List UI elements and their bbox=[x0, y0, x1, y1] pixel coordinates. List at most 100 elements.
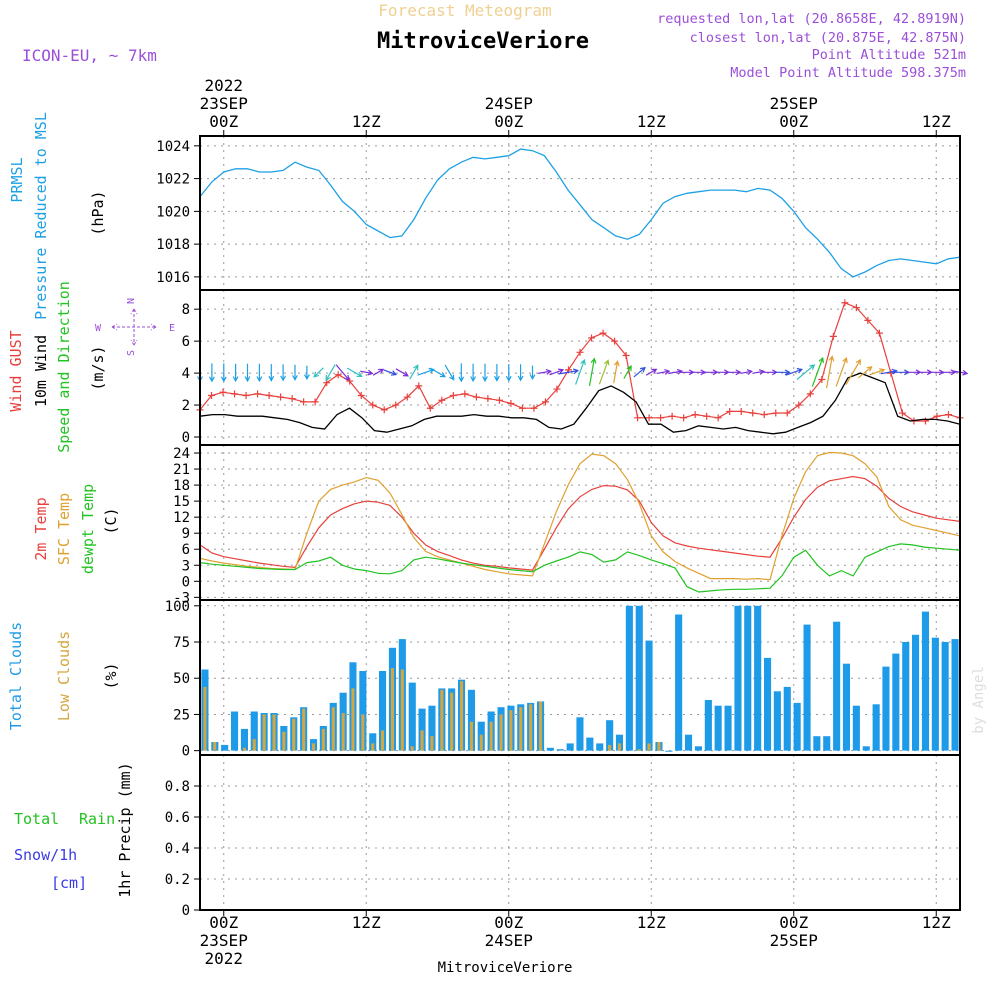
total-cloud-bar bbox=[921, 611, 929, 751]
direction-label: Speed and Direction bbox=[55, 281, 73, 453]
wind-unit: (m/s) bbox=[89, 345, 107, 390]
gust-point bbox=[921, 417, 929, 425]
low-cloud-bar bbox=[430, 736, 434, 751]
wind-arrow bbox=[470, 363, 477, 383]
compass-n: N bbox=[126, 298, 137, 304]
sfc-temp-label: SFC Temp bbox=[55, 493, 73, 565]
ytick-label: 50 bbox=[173, 671, 190, 687]
gust-point bbox=[288, 395, 296, 403]
gust-point bbox=[714, 414, 722, 422]
gust-point bbox=[449, 391, 457, 399]
wind-line bbox=[199, 372, 961, 435]
wind-arrow bbox=[444, 364, 455, 381]
header: Forecast Meteogram MitroviceVeriore ICON… bbox=[22, 1, 987, 976]
wind-arrow bbox=[826, 355, 835, 389]
wind-arrow bbox=[220, 363, 227, 383]
gust-point bbox=[944, 411, 952, 419]
wind-arrow bbox=[429, 367, 446, 378]
wind-arrow bbox=[588, 357, 597, 387]
gust-point bbox=[576, 348, 584, 356]
total-cloud-bar bbox=[546, 747, 554, 751]
time-top-label: 00Z bbox=[494, 112, 523, 131]
temp2m-label: 2m Temp bbox=[32, 497, 50, 560]
model-altitude: Model Point Altitude 598.375m bbox=[730, 65, 966, 81]
closest-coords: closest lon,lat (20.875E, 42.875N) bbox=[690, 30, 966, 46]
gust-point bbox=[507, 399, 515, 407]
wind-arrow bbox=[704, 369, 719, 376]
wind-arrow bbox=[835, 356, 848, 387]
ytick-label: 1024 bbox=[156, 139, 190, 155]
time-bottom-label: 12Z bbox=[637, 913, 666, 932]
gust-point bbox=[772, 409, 780, 417]
total-cloud-bar bbox=[931, 637, 939, 751]
time-bottom-label: 12Z bbox=[922, 913, 951, 932]
time-bottom-label: 2022 bbox=[204, 949, 243, 968]
total-cloud-bar bbox=[754, 605, 762, 751]
low-cloud-bar bbox=[381, 730, 385, 751]
low-cloud-bar bbox=[617, 743, 621, 751]
gust-point bbox=[795, 401, 803, 409]
total-cloud-bar bbox=[576, 717, 584, 751]
panel-frame bbox=[199, 135, 961, 291]
ytick-label: 21 bbox=[173, 462, 190, 478]
total-cloud-bar bbox=[902, 642, 910, 751]
wind-arrow bbox=[292, 364, 298, 382]
time-top-label: 24SEP bbox=[485, 94, 533, 113]
total-cloud-bar bbox=[240, 728, 248, 751]
station-title: MitroviceVeriore bbox=[377, 29, 589, 54]
gust-point bbox=[380, 406, 388, 414]
wind-arrow bbox=[409, 364, 419, 380]
gust-point bbox=[484, 395, 492, 403]
total-cloud-bar bbox=[813, 736, 821, 751]
low-cloud-bar bbox=[499, 714, 503, 751]
wind-arrow bbox=[645, 368, 658, 376]
wind-arrow bbox=[268, 364, 275, 382]
gust-point bbox=[541, 398, 549, 406]
compass-w: W bbox=[95, 323, 102, 334]
low-cloud-bar bbox=[450, 692, 454, 751]
gust-point bbox=[392, 401, 400, 409]
watermark: by Angel bbox=[971, 666, 987, 733]
pressure-line bbox=[199, 148, 961, 278]
low-cloud-bar bbox=[292, 718, 296, 751]
temp2m-line bbox=[199, 475, 961, 571]
gust-point bbox=[588, 334, 596, 342]
gust-point bbox=[208, 391, 216, 399]
wind-arrow bbox=[752, 369, 766, 375]
total-cloud-bar bbox=[951, 639, 959, 751]
footer-station: MitroviceVeriore bbox=[438, 960, 573, 976]
panel-1: 1016 1018 1020 1022 1024 bbox=[156, 135, 961, 291]
subtitle: Forecast Meteogram bbox=[378, 1, 551, 20]
ytick-label: 6 bbox=[182, 542, 190, 558]
ytick-label: 8 bbox=[182, 302, 190, 318]
low-cloud-bar bbox=[637, 749, 641, 751]
low-cloud-bar bbox=[321, 728, 325, 751]
total-cloud-bar bbox=[912, 634, 920, 751]
total-cloud-bar bbox=[734, 605, 742, 751]
total-cloud-bar bbox=[556, 749, 564, 751]
low-cloud-bar bbox=[440, 689, 444, 751]
low-cloud-bar bbox=[479, 734, 483, 751]
wind-arrow bbox=[558, 368, 580, 375]
wind-arrow bbox=[395, 368, 409, 377]
wind-arrow bbox=[208, 363, 215, 383]
total-cloud-bar bbox=[764, 657, 772, 751]
gust-point bbox=[426, 404, 434, 412]
total-cloud-bar bbox=[941, 642, 949, 751]
wind-arrow bbox=[633, 366, 646, 378]
low-cloud-bar bbox=[361, 714, 365, 751]
total-label: Total bbox=[14, 810, 59, 828]
total-cloud-bar bbox=[467, 689, 475, 751]
total-cloud-bar bbox=[606, 720, 614, 751]
wind-arrow bbox=[517, 364, 524, 382]
time-bottom-label: 12Z bbox=[352, 913, 381, 932]
gust-point bbox=[691, 411, 699, 419]
total-cloud-bar bbox=[724, 705, 732, 751]
pressure-label-1: PRMSL bbox=[8, 157, 26, 202]
gust-line bbox=[199, 302, 961, 422]
gust-point bbox=[841, 299, 849, 307]
low-cloud-bar bbox=[252, 739, 256, 751]
wind-arrow bbox=[325, 364, 336, 382]
gust-point bbox=[634, 414, 642, 422]
wind-arrow bbox=[940, 369, 957, 376]
